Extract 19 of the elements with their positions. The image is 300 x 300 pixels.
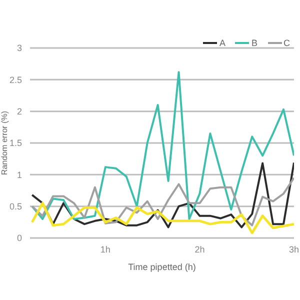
y-tick-label: 1.5 — [9, 138, 22, 148]
legend-label: B — [250, 38, 258, 48]
line-series — [31, 176, 294, 226]
y-tick-label: 0.5 — [9, 202, 22, 212]
x-tick-label: 2h — [194, 244, 205, 254]
line-series — [30, 202, 294, 234]
legend-label: A — [218, 38, 226, 48]
line-series — [31, 162, 294, 228]
legend-label: C — [282, 38, 290, 48]
y-axis-title: Random error (%) — [0, 110, 9, 176]
y-tick-label: 3 — [16, 43, 22, 54]
x-tick-label: 3h — [288, 244, 300, 254]
y-tick-label: 1 — [16, 170, 22, 180]
x-tick-label: 1h — [100, 244, 110, 254]
y-tick-label: 2 — [16, 106, 22, 117]
y-tick-label: 0 — [16, 233, 22, 244]
x-axis-title: Time pipetted (h) — [128, 262, 196, 272]
line-series — [31, 71, 294, 220]
y-tick-label: 2.5 — [9, 74, 22, 85]
